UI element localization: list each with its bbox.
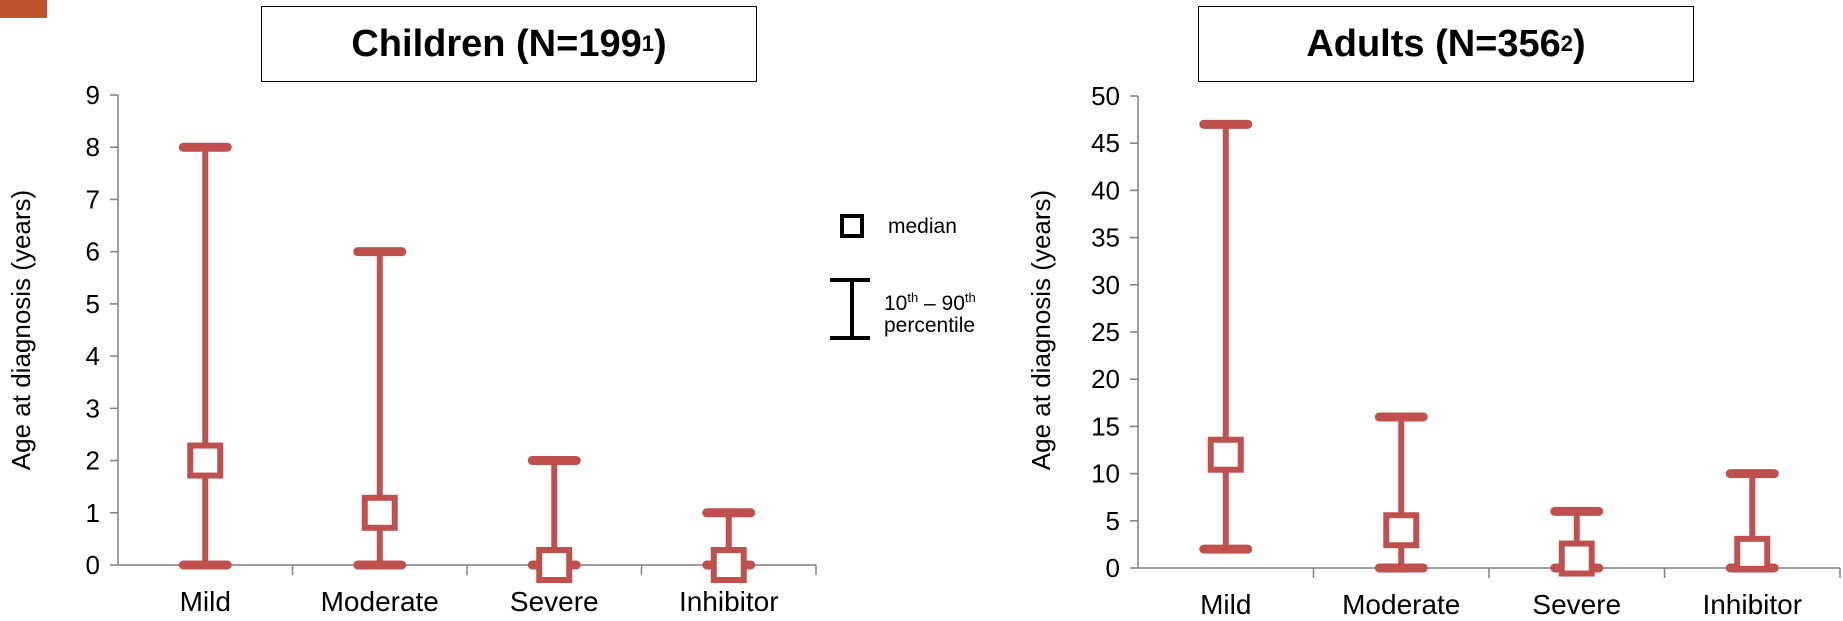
title-children-text: Children (N=199 xyxy=(351,22,642,65)
median-marker xyxy=(1558,540,1595,577)
corner-accent xyxy=(0,0,47,18)
y-tick-label: 7 xyxy=(86,184,100,214)
median-marker xyxy=(1383,512,1420,549)
category-label: Severe xyxy=(1532,589,1621,620)
median-marker xyxy=(1207,436,1244,473)
legend-range-sup2: th xyxy=(964,290,976,305)
title-adults-close: ) xyxy=(1573,22,1586,65)
y-tick-label: 1 xyxy=(86,498,100,528)
y-tick-label: 0 xyxy=(1106,553,1120,583)
category-label: Mild xyxy=(180,586,231,617)
y-tick-label: 30 xyxy=(1091,270,1120,300)
median-marker xyxy=(1734,535,1771,572)
legend-range-label: 10th – 90th percentile xyxy=(884,287,976,337)
legend-median-label: median xyxy=(888,215,957,238)
median-marker xyxy=(710,547,747,583)
category-label: Moderate xyxy=(321,586,439,617)
y-tick-label: 4 xyxy=(86,341,100,371)
y-tick-label: 25 xyxy=(1091,317,1120,347)
category-label: Inhibitor xyxy=(679,586,779,617)
y-axis-label: Age at diagnosis (years) xyxy=(6,190,36,470)
title-children-footnote: 1 xyxy=(641,31,654,56)
chart-title-children: Children (N=199 1) xyxy=(261,6,757,82)
y-tick-label: 50 xyxy=(1091,81,1120,111)
y-tick-label: 2 xyxy=(86,446,100,476)
y-tick-label: 8 xyxy=(86,132,100,162)
y-tick-label: 9 xyxy=(86,80,100,110)
category-label: Mild xyxy=(1200,589,1251,620)
percentile-range-legend-icon xyxy=(830,278,870,340)
y-tick-label: 45 xyxy=(1091,128,1120,158)
legend-range-sup1: th xyxy=(907,290,919,305)
legend-range-10: 10 xyxy=(884,292,908,315)
chart-panel-0: 0 1 2 3 4 5 6 7 8 9 Age at diagnosis (years) Mild Mo… xyxy=(6,80,817,617)
y-tick-label: 3 xyxy=(86,393,100,423)
y-tick-label: 10 xyxy=(1091,459,1120,489)
y-tick-label: 35 xyxy=(1091,223,1120,253)
category-label: Moderate xyxy=(1342,589,1460,620)
title-adults-text: Adults (N=356 xyxy=(1306,22,1561,65)
y-tick-label: 20 xyxy=(1091,364,1120,394)
y-tick-label: 0 xyxy=(86,550,100,580)
chart-title-adults: Adults (N=356 2) xyxy=(1198,6,1694,82)
median-marker xyxy=(187,442,224,479)
y-tick-label: 5 xyxy=(1106,506,1120,536)
median-marker xyxy=(536,547,573,583)
chart-panel-1: 0 5 10 15 20 25 30 35 40 45 50 Age at diagnosis (ye… xyxy=(1026,81,1841,620)
y-tick-label: 6 xyxy=(86,237,100,267)
y-tick-label: 5 xyxy=(86,289,100,319)
median-marker xyxy=(361,494,398,531)
category-label: Severe xyxy=(510,586,599,617)
y-tick-label: 40 xyxy=(1091,175,1120,205)
legend-range-90: – 90 xyxy=(918,292,965,315)
median-legend-icon xyxy=(840,214,864,238)
category-label: Inhibitor xyxy=(1702,589,1802,620)
legend-range-percentile: percentile xyxy=(884,314,976,337)
title-children-close: ) xyxy=(653,22,667,65)
y-axis-label: Age at diagnosis (years) xyxy=(1026,190,1056,470)
y-tick-label: 15 xyxy=(1091,411,1120,441)
title-adults-footnote: 2 xyxy=(1560,31,1574,56)
legend-symbols xyxy=(830,214,870,340)
